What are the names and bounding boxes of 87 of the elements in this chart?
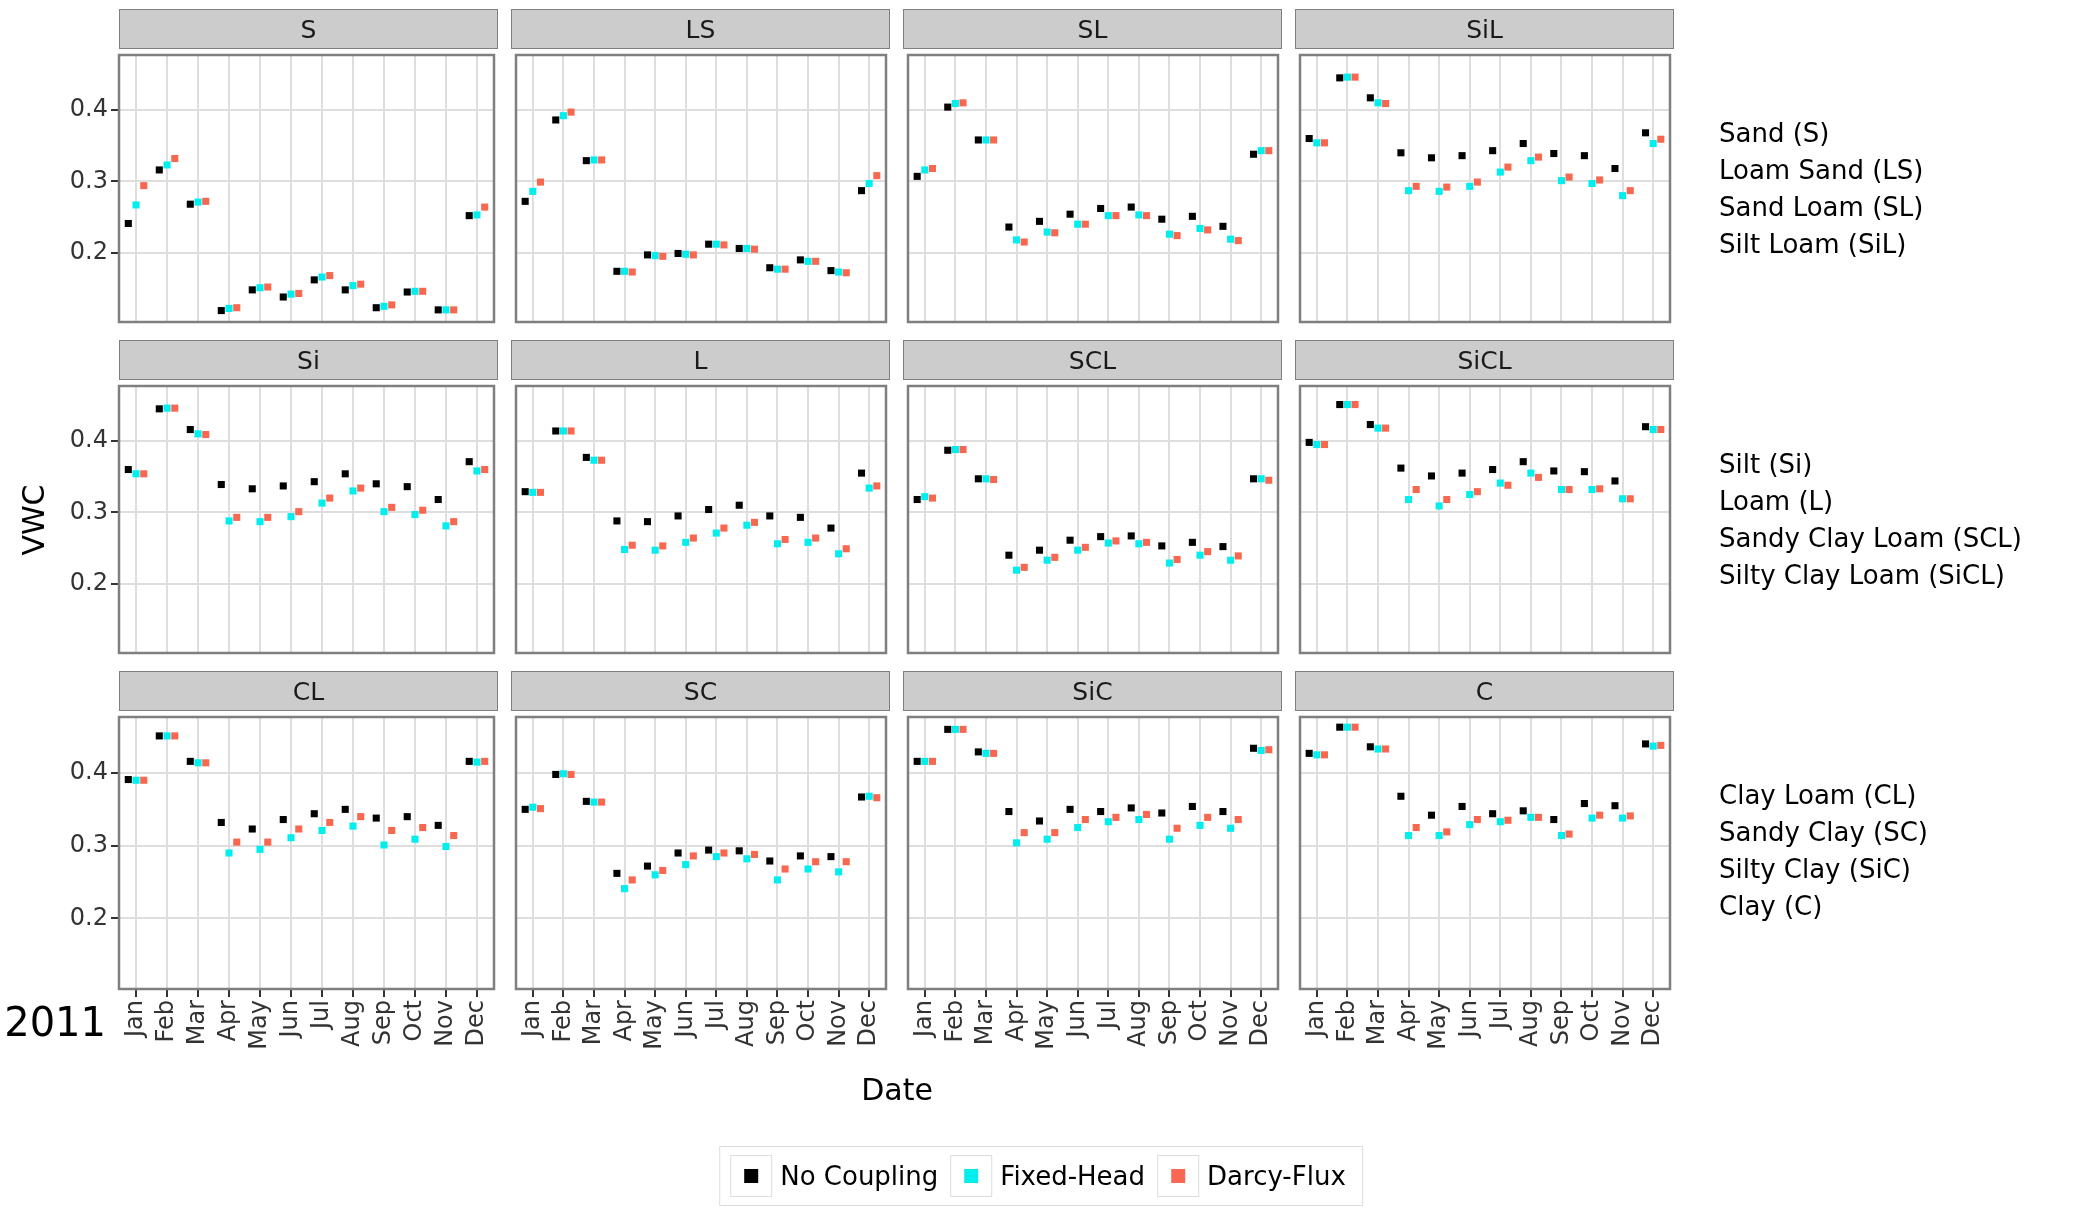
x-tick-label: Oct	[792, 1000, 821, 1042]
x-axis-title: Date	[861, 1071, 933, 1107]
x-tick-label: Apr	[608, 999, 637, 1042]
y-tick-label: 0.3	[69, 165, 108, 194]
y-tick-label: 0.3	[69, 829, 108, 858]
x-tick-label: Feb	[547, 1000, 576, 1043]
text: Clay (C)	[1719, 889, 1824, 923]
x-tick-label: Apr	[1392, 999, 1421, 1042]
x-tick-label: May	[1031, 1000, 1060, 1050]
x-tick-label: Oct	[399, 1000, 428, 1042]
text: Sand Loam (SL)	[1719, 190, 1924, 224]
x-tick-label: May	[1423, 1000, 1452, 1050]
x-tick-label: Jun	[1453, 1000, 1482, 1040]
x-tick-label: Dec	[1245, 1000, 1274, 1047]
legend-label: No Coupling	[780, 1161, 939, 1191]
text: Clay Loam (CL)	[1719, 778, 1918, 812]
x-tick-label: Nov	[430, 1000, 459, 1047]
y-tick-label: 0.4	[69, 757, 108, 786]
y-axis-title: VWC	[15, 483, 51, 556]
x-tick-label: Jan	[1301, 1000, 1330, 1039]
y-tick-label: 0.2	[69, 902, 108, 931]
chart-title: LS	[511, 9, 890, 49]
x-tick-label: Aug	[1123, 1000, 1152, 1047]
y-tick-label: 0.2	[69, 236, 108, 265]
x-tick-label: Nov	[1606, 1000, 1635, 1047]
x-tick-label: Feb	[939, 1000, 968, 1043]
x-tick-label: Dec	[461, 1000, 490, 1047]
x-tick-label: Oct	[1184, 1000, 1213, 1042]
y-tick-label: 0.2	[69, 567, 108, 596]
chart-title: SL	[903, 9, 1282, 49]
chart-title: SiCL	[1295, 340, 1674, 380]
x-tick-label: May	[639, 1000, 668, 1050]
x-tick-label: Jul	[1092, 1000, 1121, 1031]
x-tick-label: Mar	[578, 999, 607, 1046]
text: Silty Clay Loam (SiCL)	[1719, 558, 2006, 592]
x-tick-label: Aug	[337, 1000, 366, 1047]
x-tick-label: Aug	[731, 1000, 760, 1047]
chart-title: SCL	[903, 340, 1282, 380]
x-tick-label: Mar	[1362, 999, 1391, 1046]
x-tick-label: Dec	[1637, 1000, 1666, 1047]
chart-title: SiL	[1295, 9, 1674, 49]
x-tick-label: Sep	[1545, 1000, 1574, 1046]
x-tick-label: Aug	[1515, 1000, 1544, 1047]
x-tick-label: Jun	[669, 1000, 698, 1040]
x-tick-label: Mar	[182, 999, 211, 1046]
y-tick-label: 0.3	[69, 496, 108, 525]
x-tick-label: Sep	[761, 1000, 790, 1046]
x-tick-label: May	[244, 1000, 273, 1050]
x-tick-label: Nov	[1214, 1000, 1243, 1047]
chart-title: CL	[119, 671, 498, 711]
x-tick-label: Sep	[1153, 1000, 1182, 1046]
y-tick-label: 0.4	[69, 425, 108, 454]
y-tick-label: 0.4	[69, 94, 108, 123]
x-tick-label: Apr	[1000, 999, 1029, 1042]
x-tick-label: Jun	[1061, 1000, 1090, 1040]
x-tick-label: Jan	[517, 1000, 546, 1039]
x-tick-label: Dec	[853, 1000, 882, 1047]
x-tick-label: Jun	[275, 1000, 304, 1040]
x-tick-label: Apr	[213, 999, 242, 1042]
x-tick-label: Jul	[700, 1000, 729, 1031]
x-tick-label: Jan	[120, 1000, 149, 1039]
legend-label: Darcy-Flux	[1207, 1161, 1346, 1191]
x-tick-label: Feb	[1331, 1000, 1360, 1043]
chart-title: Si	[119, 340, 498, 380]
chart-title: SC	[511, 671, 890, 711]
chart-title: S	[119, 9, 498, 49]
x-tick-label: Nov	[822, 1000, 851, 1047]
text: Loam Sand (LS)	[1719, 153, 1924, 187]
text: Loam (L)	[1719, 484, 1835, 518]
x-tick-label: Jul	[306, 1000, 335, 1031]
chart-title: C	[1295, 671, 1674, 711]
x-tick-label: Feb	[151, 1000, 180, 1043]
x-tick-label: Sep	[368, 1000, 397, 1046]
text: Silt (Si)	[1719, 447, 1814, 481]
x-tick-label: Jul	[1484, 1000, 1513, 1031]
text: Silt Loam (SiL)	[1719, 227, 1908, 261]
chart-title: L	[511, 340, 890, 380]
text: Silty Clay (SiC)	[1719, 852, 1912, 886]
chart-title: SiC	[903, 671, 1282, 711]
legend-label: Fixed-Head	[1000, 1161, 1146, 1191]
x-tick-label: Jan	[909, 1000, 938, 1039]
x-tick-label: Mar	[970, 999, 999, 1046]
text: Sand (S)	[1719, 116, 1831, 150]
x-tick-label: Oct	[1576, 1000, 1605, 1042]
text: Sandy Clay Loam (SCL)	[1719, 521, 2022, 555]
text: 2011	[4, 999, 106, 1045]
text: Sandy Clay (SC)	[1719, 815, 1928, 849]
